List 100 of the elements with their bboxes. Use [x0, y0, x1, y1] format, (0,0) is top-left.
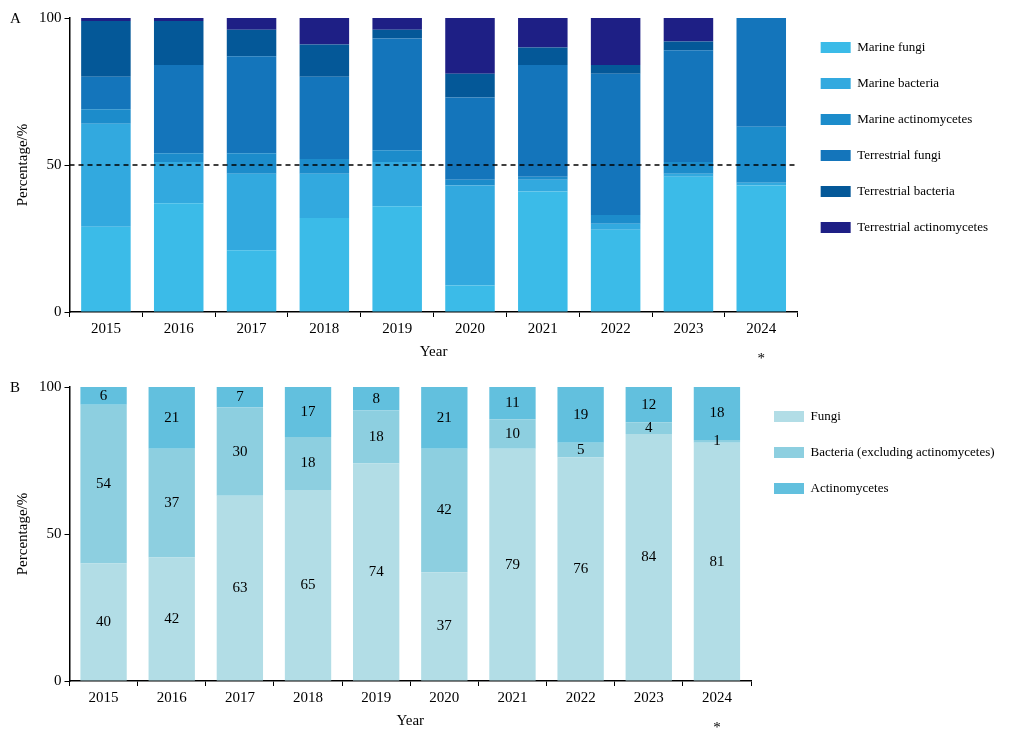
data-label: 84: [641, 548, 657, 565]
data-label: 76: [573, 559, 589, 576]
bar: [81, 123, 131, 227]
bar: [445, 179, 495, 186]
data-label: 30: [232, 442, 248, 459]
bar: [590, 73, 641, 215]
y-tick-label: 0: [54, 671, 62, 688]
data-label: 7: [236, 388, 245, 405]
bar: [372, 150, 422, 163]
bar: [148, 448, 195, 558]
bar: [625, 387, 672, 423]
data-label: 19: [573, 405, 589, 422]
bar: [663, 50, 714, 163]
data-label: 18: [368, 427, 384, 444]
bar: [284, 387, 332, 437]
legend-label: Terrestrial bacteria: [857, 182, 956, 198]
bar: [663, 173, 714, 177]
bar: [518, 18, 568, 48]
x-tick-label: 2018: [293, 688, 324, 705]
data-label: 21: [164, 408, 180, 425]
bar: [226, 18, 277, 30]
legend-label: Marine actinomycetes: [857, 110, 973, 126]
bar: [299, 217, 350, 312]
bar: [80, 387, 127, 405]
bar: [518, 179, 568, 192]
bar: [736, 126, 787, 183]
bar: [489, 448, 536, 681]
data-label: 81: [709, 552, 725, 569]
x-tick-label: 2019: [361, 688, 392, 705]
bar: [299, 44, 350, 77]
bar: [445, 73, 495, 98]
x-axis-title: Year: [419, 342, 448, 359]
y-tick-label: 100: [39, 8, 62, 25]
bar: [489, 387, 536, 420]
bar: [353, 463, 400, 681]
legend-label: Fungi: [810, 407, 842, 423]
chart-title: B: [10, 379, 21, 396]
bar: [81, 109, 131, 124]
x-tick-label: 2022: [600, 319, 631, 336]
text: *: [757, 350, 766, 367]
bar: [153, 153, 204, 163]
bar: [590, 65, 641, 74]
data-label: 65: [300, 576, 316, 593]
data-label: 54: [96, 474, 112, 491]
data-label: 11: [505, 394, 520, 411]
bar: [148, 387, 195, 449]
data-label: 63: [232, 579, 248, 596]
bar: [663, 162, 714, 174]
bar: [372, 162, 422, 207]
bar: [445, 185, 495, 286]
bar: [372, 38, 422, 151]
x-tick-label: 2020: [429, 688, 460, 705]
data-label: 42: [436, 501, 452, 518]
bar: [421, 572, 468, 681]
bar: [445, 97, 495, 180]
x-tick-label: 2018: [309, 319, 340, 336]
bar: [153, 20, 204, 66]
bar: [445, 18, 495, 74]
chart-title: A: [10, 10, 21, 27]
bar: [148, 557, 195, 681]
bar: [557, 387, 604, 443]
bar: [284, 436, 332, 490]
bar: [518, 176, 568, 180]
legend-label: Terrestrial fungi: [857, 146, 942, 162]
x-tick-label: 2016: [156, 688, 188, 705]
bar: [153, 203, 204, 312]
bar: [445, 285, 495, 312]
x-tick-label: 2021: [527, 319, 558, 336]
x-tick-label: 2016: [163, 319, 195, 336]
data-label: 17: [300, 402, 317, 419]
x-tick-label: 2015: [90, 319, 121, 336]
y-axis-title: Percentage/%: [13, 123, 30, 207]
y-axis-title: Percentage/%: [13, 492, 30, 576]
bar: [663, 176, 714, 312]
bar: [153, 162, 204, 204]
bar: [226, 153, 277, 174]
bar: [81, 76, 131, 110]
bar: [226, 250, 277, 312]
bar: [518, 65, 568, 177]
x-tick-label: 2017: [236, 319, 268, 336]
bar: [299, 159, 350, 174]
bar: [518, 191, 568, 312]
bar: [153, 65, 204, 154]
bar: [372, 29, 422, 39]
legend-label: Marine fungi: [857, 38, 926, 54]
bar: [736, 182, 787, 186]
x-tick-label: 2021: [497, 688, 528, 705]
y-tick-label: 50: [46, 524, 62, 541]
data-label: 21: [436, 408, 452, 425]
bar: [80, 404, 127, 564]
data-label: 18: [709, 404, 725, 421]
data-label: 37: [164, 494, 180, 511]
data-label: 8: [372, 389, 380, 406]
data-label: 42: [164, 609, 180, 626]
bar: [353, 410, 400, 464]
bar: [216, 387, 264, 408]
data-label: 5: [576, 441, 585, 458]
bar: [590, 18, 641, 66]
text: *: [713, 719, 721, 736]
bar: [299, 76, 350, 160]
